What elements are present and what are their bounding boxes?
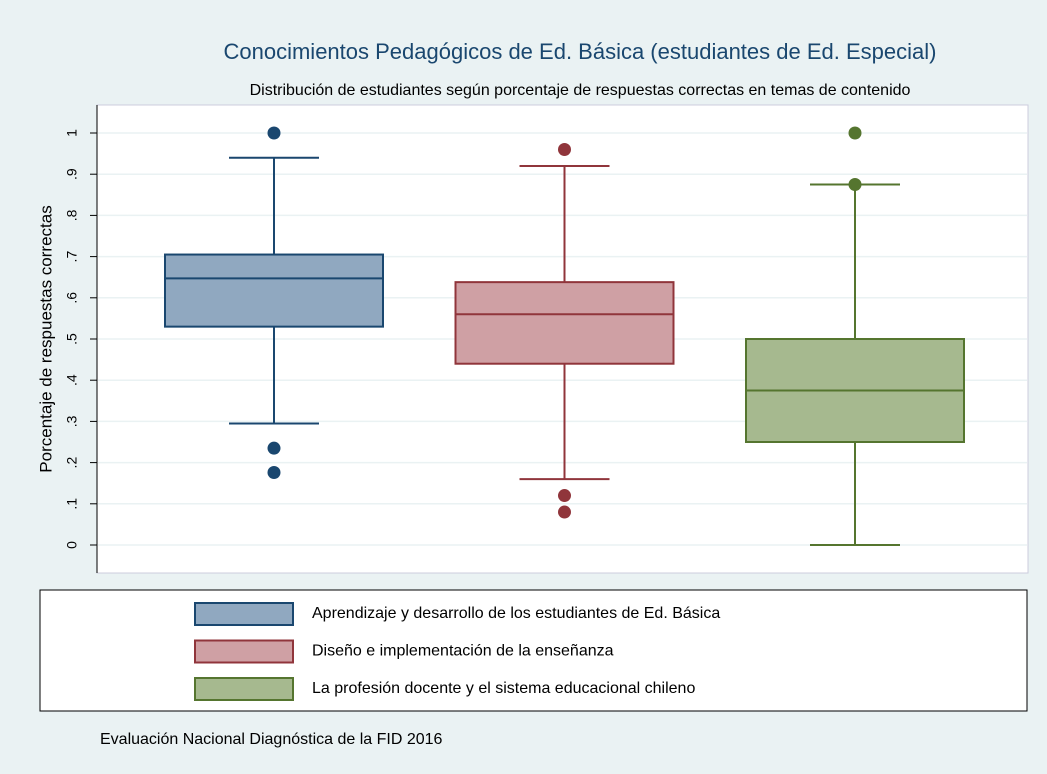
legend-label: Aprendizaje y desarrollo de los estudian… — [312, 605, 720, 622]
y-tick-label: 0 — [64, 541, 80, 549]
outlier — [267, 126, 281, 140]
y-tick-label: .9 — [64, 168, 80, 180]
box — [454, 281, 675, 365]
y-axis-label: Porcentaje de respuestas correctas — [36, 205, 55, 472]
legend-label: Diseño e implementación de la enseñanza — [312, 643, 614, 660]
outlier — [848, 178, 862, 191]
y-tick-label: .4 — [64, 374, 80, 386]
legend-swatch — [194, 639, 294, 664]
outlier — [848, 126, 862, 140]
legend-swatch — [194, 602, 294, 626]
y-tick-label: .3 — [64, 415, 80, 427]
outlier — [267, 441, 281, 455]
chart-subtitle: Distribución de estudiantes según porcen… — [250, 82, 911, 99]
y-tick-label: .1 — [64, 498, 80, 510]
y-tick-label: .6 — [64, 292, 80, 304]
y-tick-label: .5 — [64, 333, 80, 345]
chart-title: Conocimientos Pedagógicos de Ed. Básica … — [224, 39, 937, 64]
legend-label: La profesión docente y el sistema educac… — [312, 680, 695, 697]
outlier — [558, 142, 571, 156]
y-tick-label: .8 — [64, 209, 80, 221]
y-tick-label: .7 — [64, 251, 80, 263]
outlier — [558, 489, 571, 503]
y-tick-label: 1 — [64, 129, 80, 137]
y-tick-label: .2 — [64, 457, 80, 469]
outlier — [267, 465, 281, 479]
outlier — [558, 505, 571, 519]
box — [164, 253, 384, 328]
note: Evaluación Nacional Diagnóstica de la FI… — [100, 731, 443, 748]
legend-swatch — [194, 677, 294, 701]
